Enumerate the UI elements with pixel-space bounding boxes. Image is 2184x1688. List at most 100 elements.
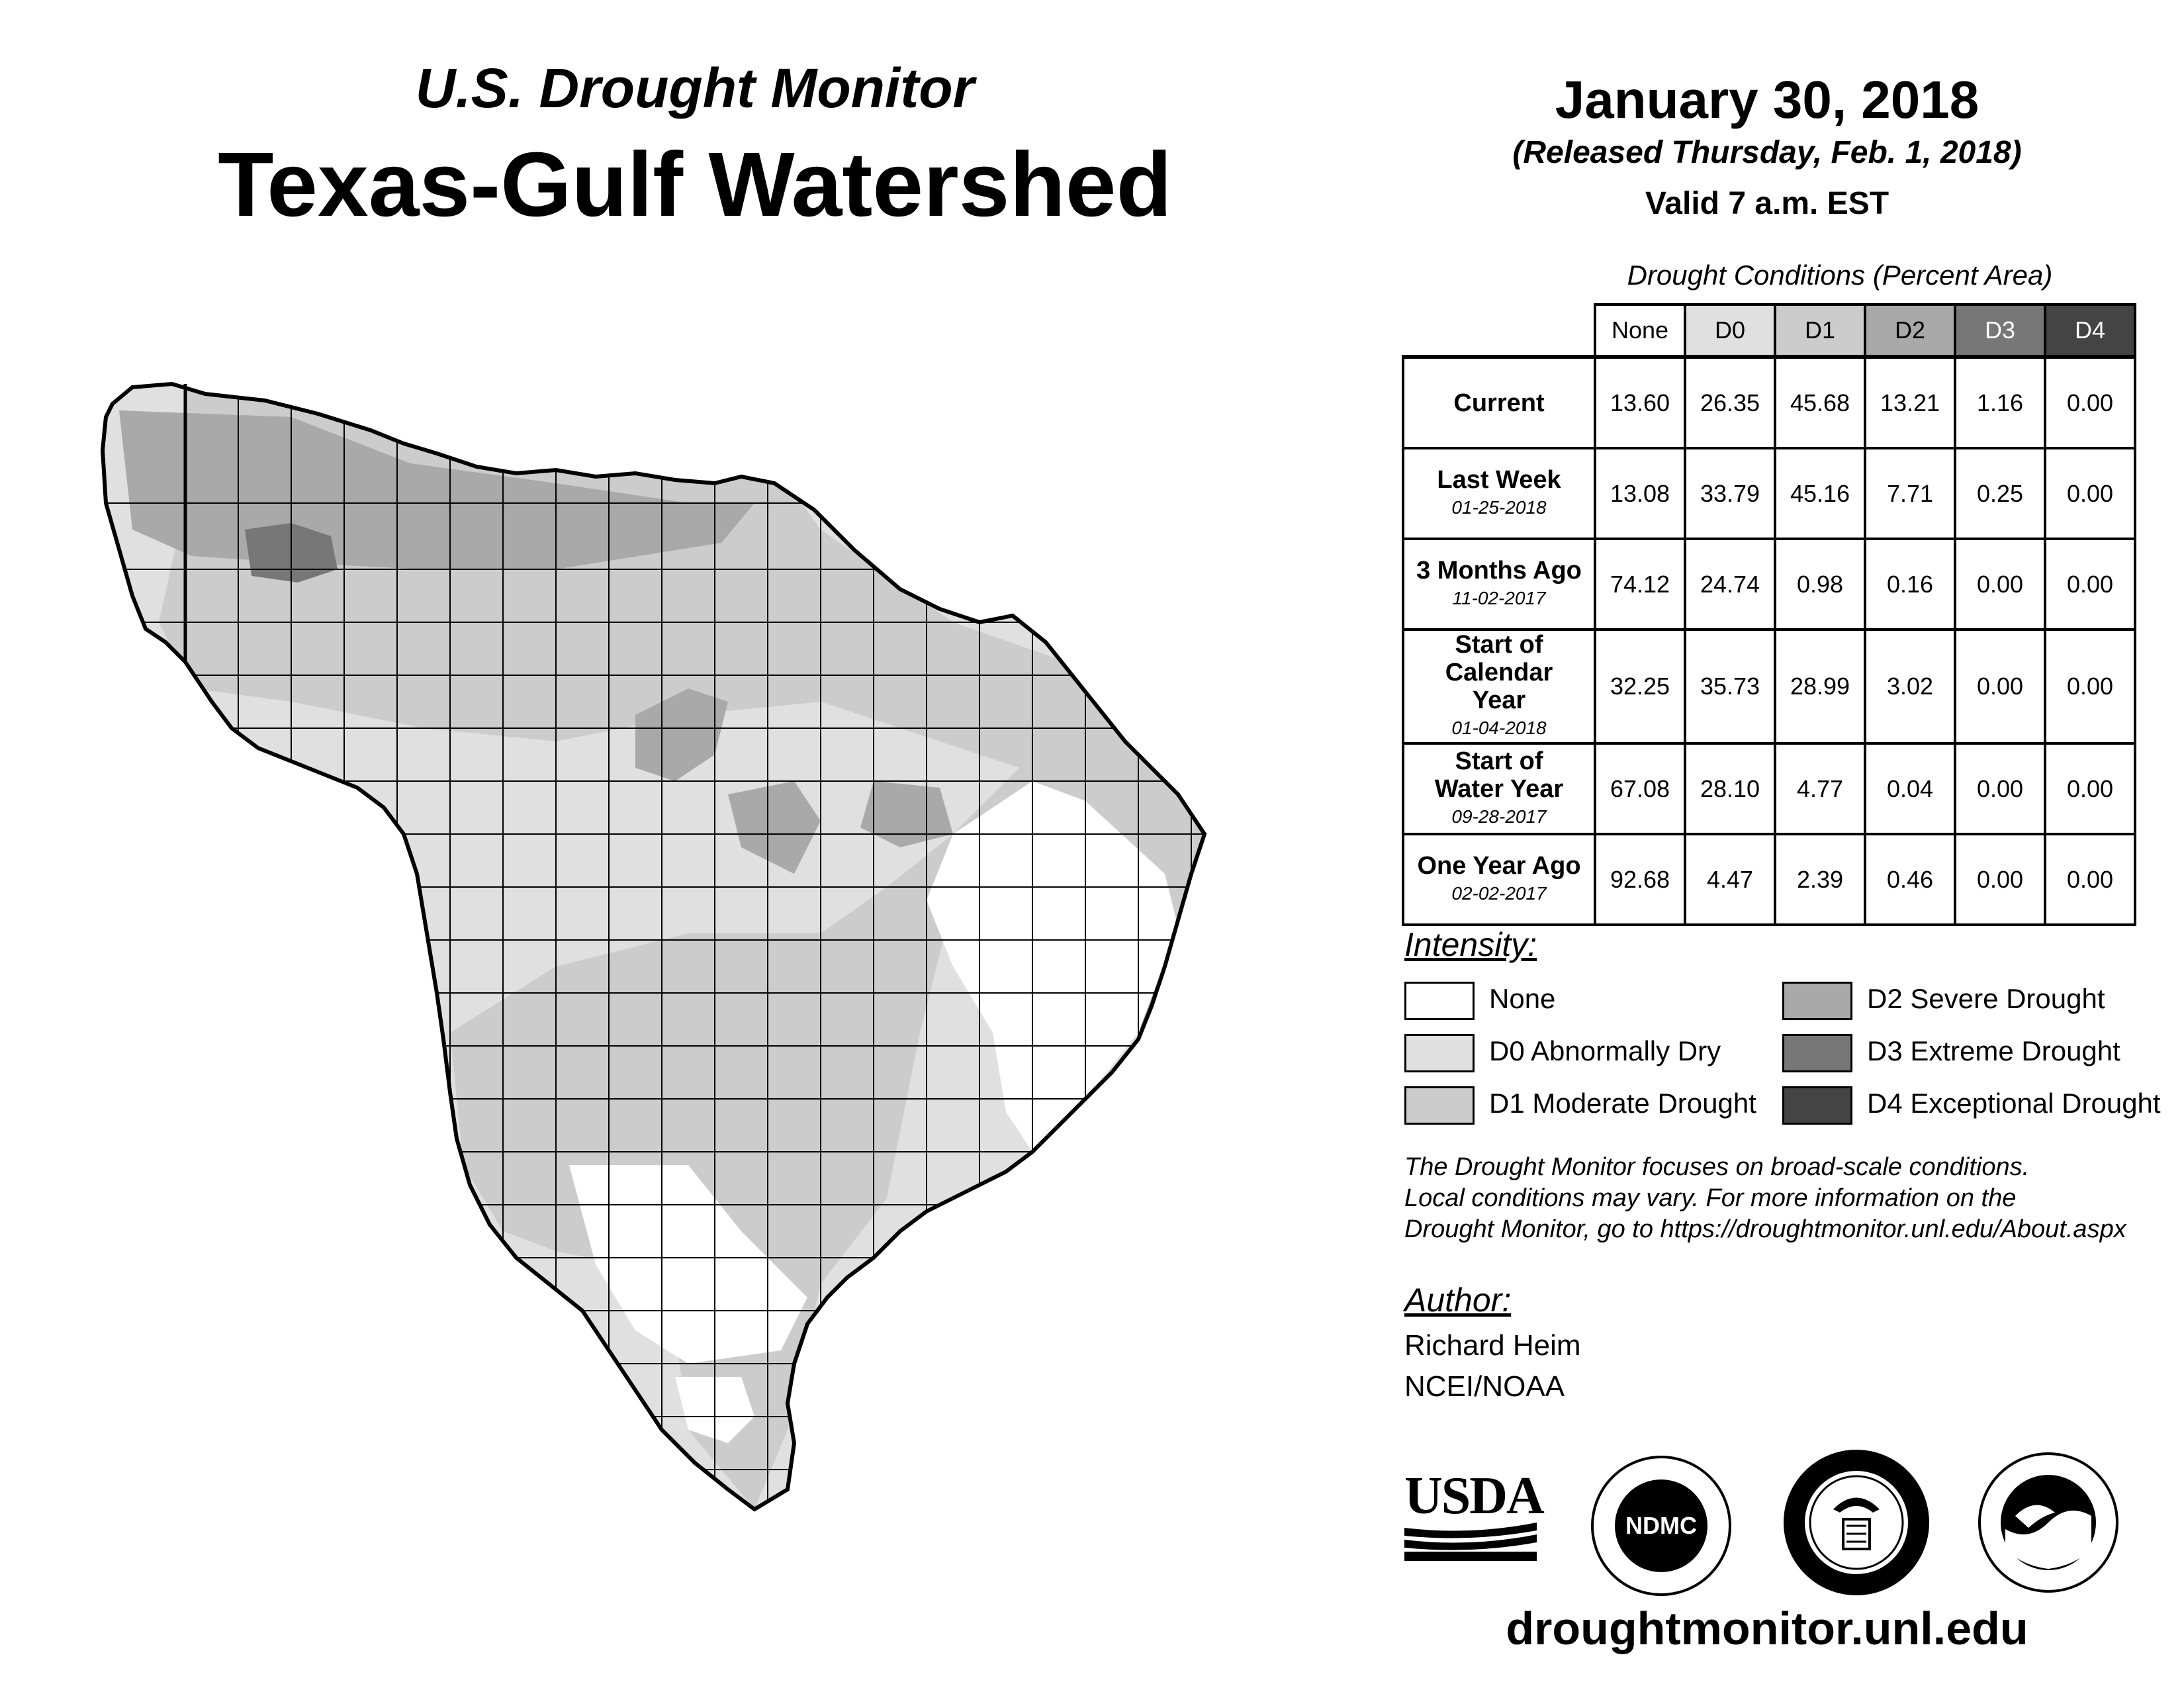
col-header-d1: D1	[1774, 303, 1866, 358]
table-row-3-months-ago: 3 Months Ago 11-02-2017 74.12 24.74 0.98 …	[1402, 538, 2136, 631]
cell-value: 13.21	[1864, 355, 1956, 449]
cell-value: 0.00	[2044, 447, 2136, 540]
cell-value: 74.12	[1594, 538, 1686, 631]
cell-value: 33.79	[1684, 447, 1776, 540]
cell-value: 0.00	[1954, 538, 2046, 631]
row-label-text: Current	[1453, 389, 1545, 417]
legend-title: Intensity:	[1404, 926, 1537, 963]
col-header-d4: D4	[2044, 303, 2136, 358]
cell-value: 0.00	[1954, 742, 2046, 835]
cell-value: 0.00	[2044, 833, 2136, 926]
col-header-d2: D2	[1864, 303, 1956, 358]
col-header-d0: D0	[1684, 303, 1776, 358]
row-label: Current	[1402, 355, 1596, 449]
cell-value: 45.16	[1774, 447, 1866, 540]
row-label: Start of Calendar Year 01-04-2018	[1402, 628, 1596, 745]
cell-value: 35.73	[1684, 628, 1776, 745]
legend-swatch	[1404, 1034, 1475, 1072]
row-label: Last Week 01-25-2018	[1402, 447, 1596, 540]
row-date: 11-02-2017	[1452, 587, 1546, 608]
row-label-text: One Year Ago	[1417, 851, 1581, 880]
cell-value: 13.08	[1594, 447, 1686, 540]
ndmc-logo-icon: NDMC	[1591, 1456, 1731, 1596]
cell-value: 2.39	[1774, 833, 1866, 926]
author-name: Richard Heim	[1404, 1329, 1581, 1362]
map-date: January 30, 2018	[1555, 70, 1979, 129]
row-label: Start of Water Year 09-28-2017	[1402, 742, 1596, 835]
note-line: Local conditions may vary. For more info…	[1404, 1184, 2017, 1212]
legend-label: D3 Extreme Drought	[1867, 1035, 2120, 1066]
table-row-current: Current 13.60 26.35 45.68 13.21 1.16 0.0…	[1402, 355, 2136, 449]
table-row-one-year-ago: One Year Ago 02-02-2017 92.68 4.47 2.39 0…	[1402, 833, 2136, 926]
drought-conditions-table: None D0 D1 D2 D3 D4 Current 13.60 26.35 …	[1402, 303, 2136, 926]
watershed-map	[100, 381, 1207, 1512]
cell-value: 28.10	[1684, 742, 1776, 835]
col-header-none: None	[1594, 303, 1686, 358]
legend-label: D2 Severe Drought	[1867, 983, 2105, 1014]
row-date: 01-04-2018	[1451, 718, 1547, 738]
legend-label: D1 Moderate Drought	[1489, 1088, 1756, 1119]
col-header-d3: D3	[1954, 303, 2046, 358]
valid-time: Valid 7 a.m. EST	[1645, 186, 1889, 221]
row-label: One Year Ago 02-02-2017	[1402, 833, 1596, 926]
row-label: 3 Months Ago 11-02-2017	[1402, 538, 1596, 631]
cell-value: 67.08	[1594, 742, 1686, 835]
cell-value: 45.68	[1774, 355, 1866, 449]
row-label-text: Start of Calendar Year	[1445, 631, 1553, 714]
release-date: (Released Thursday, Feb. 1, 2018)	[1512, 135, 2022, 170]
table-title: Drought Conditions (Percent Area)	[1627, 259, 2053, 291]
cell-value: 13.60	[1594, 355, 1686, 449]
cell-value: 24.74	[1684, 538, 1776, 631]
map-title: Texas-Gulf Watershed	[218, 134, 1172, 236]
row-label-text: 3 Months Ago	[1416, 556, 1582, 585]
row-date: 01-25-2018	[1451, 496, 1547, 518]
row-date: 09-28-2017	[1451, 806, 1547, 827]
legend-swatch	[1404, 982, 1475, 1020]
cell-value: 0.00	[1954, 628, 2046, 745]
cell-value: 0.00	[2044, 742, 2136, 835]
cell-value: 1.16	[1954, 355, 2046, 449]
usda-swoosh-icon	[1404, 1523, 1537, 1561]
cell-value: 0.00	[2044, 538, 2136, 631]
cell-value: 3.02	[1864, 628, 1956, 745]
map-subtitle: U.S. Drought Monitor	[415, 57, 975, 119]
cell-value: 7.71	[1864, 447, 1956, 540]
cell-value: 0.25	[1954, 447, 2046, 540]
legend-label: D4 Exceptional Drought	[1867, 1088, 2161, 1119]
cell-value: 4.77	[1774, 742, 1866, 835]
noaa-logo-icon	[1978, 1452, 2118, 1593]
note-line: The Drought Monitor focuses on broad-sca…	[1404, 1153, 2030, 1181]
legend-swatch	[1782, 1034, 1852, 1072]
commerce-seal-icon	[1784, 1450, 1929, 1595]
table-row-start-of-calendar-year: Start of Calendar Year 01-04-2018 32.25 3…	[1402, 628, 2136, 745]
author-org: NCEI/NOAA	[1404, 1370, 1565, 1403]
table-row-last-week: Last Week 01-25-2018 13.08 33.79 45.16 7.…	[1402, 447, 2136, 540]
table-corner	[1403, 305, 1596, 359]
website-link[interactable]: droughtmonitor.unl.edu	[1506, 1603, 2028, 1654]
cell-value: 32.25	[1594, 628, 1686, 745]
cell-value: 4.47	[1684, 833, 1776, 926]
cell-value: 0.00	[2044, 355, 2136, 449]
table-row-start-of-water-year: Start of Water Year 09-28-2017 67.08 28.1…	[1402, 742, 2136, 835]
cell-value: 0.00	[2044, 628, 2136, 745]
author-title: Author:	[1404, 1282, 1512, 1319]
cell-value: 0.00	[1954, 833, 2046, 926]
legend-swatch	[1404, 1086, 1475, 1125]
legend-swatch	[1782, 982, 1852, 1020]
legend-swatch	[1782, 1086, 1852, 1125]
legend-label: D0 Abnormally Dry	[1489, 1035, 1721, 1066]
row-label-text: Last Week	[1437, 465, 1561, 494]
row-date: 02-02-2017	[1451, 882, 1547, 904]
usda-logo: USDA	[1404, 1467, 1545, 1562]
table-header-row: None D0 D1 D2 D3 D4	[1403, 303, 2136, 359]
usda-logo-text: USDA	[1404, 1467, 1545, 1525]
ndmc-logo-text: NDMC	[1625, 1512, 1697, 1539]
cell-value: 0.16	[1864, 538, 1956, 631]
cell-value: 0.46	[1864, 833, 1956, 926]
cell-value: 0.98	[1774, 538, 1866, 631]
disclaimer-note: The Drought Monitor focuses on broad-sca…	[1404, 1152, 2165, 1245]
legend-label: None	[1489, 983, 1556, 1014]
cell-value: 26.35	[1684, 355, 1776, 449]
cell-value: 0.04	[1864, 742, 1956, 835]
cell-value: 92.68	[1594, 833, 1686, 926]
